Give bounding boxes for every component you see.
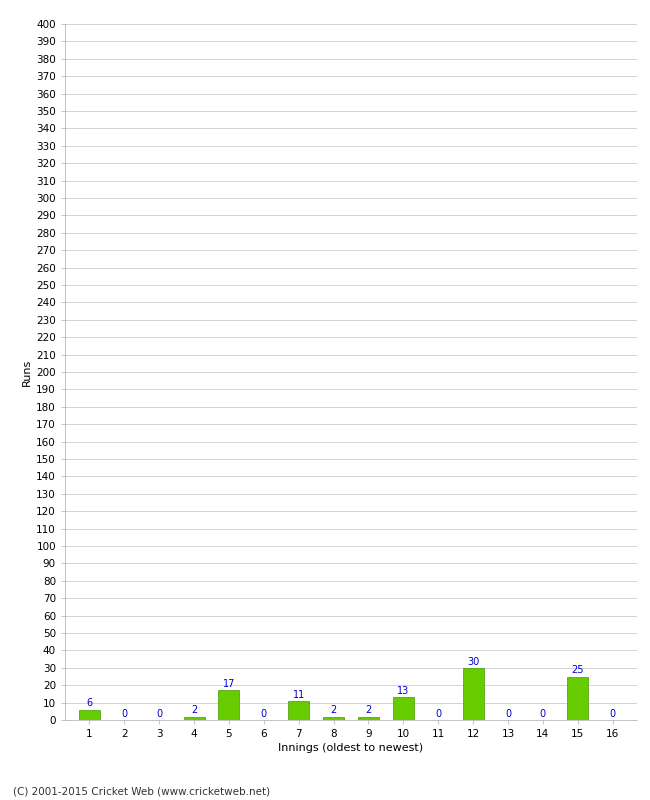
Text: 17: 17 — [223, 679, 235, 690]
Bar — [288, 701, 309, 720]
Text: 13: 13 — [397, 686, 410, 696]
Bar — [393, 698, 414, 720]
Text: 6: 6 — [86, 698, 92, 708]
Text: 25: 25 — [571, 666, 584, 675]
Text: 2: 2 — [365, 706, 372, 715]
Bar — [463, 668, 484, 720]
Text: 0: 0 — [540, 709, 546, 719]
Bar — [358, 717, 379, 720]
Bar — [183, 717, 205, 720]
X-axis label: Innings (oldest to newest): Innings (oldest to newest) — [278, 743, 424, 753]
Y-axis label: Runs: Runs — [22, 358, 32, 386]
Text: 0: 0 — [435, 709, 441, 719]
Bar — [567, 677, 588, 720]
Text: 0: 0 — [505, 709, 511, 719]
Bar — [323, 717, 344, 720]
Text: 0: 0 — [122, 709, 127, 719]
Text: (C) 2001-2015 Cricket Web (www.cricketweb.net): (C) 2001-2015 Cricket Web (www.cricketwe… — [13, 786, 270, 796]
Text: 0: 0 — [610, 709, 616, 719]
Text: 0: 0 — [156, 709, 162, 719]
Text: 2: 2 — [330, 706, 337, 715]
Text: 11: 11 — [292, 690, 305, 700]
Text: 30: 30 — [467, 657, 479, 666]
Bar — [218, 690, 239, 720]
Bar — [79, 710, 100, 720]
Text: 0: 0 — [261, 709, 267, 719]
Text: 2: 2 — [191, 706, 197, 715]
